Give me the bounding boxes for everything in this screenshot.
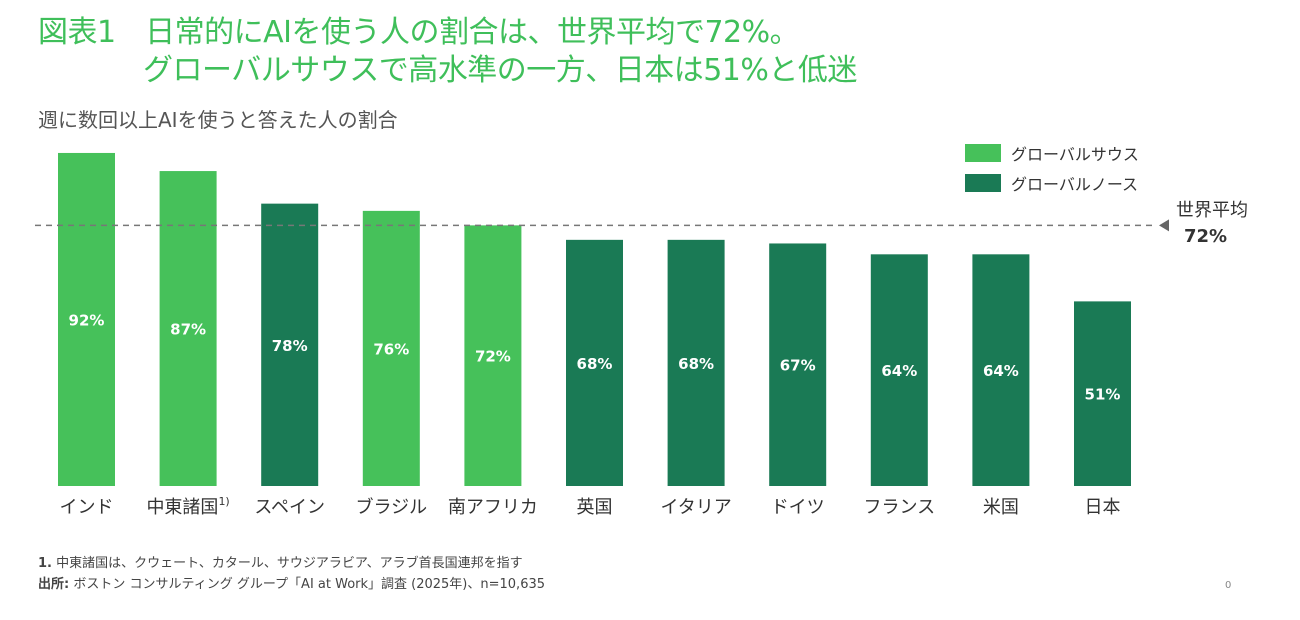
data-label: 78% <box>272 337 308 355</box>
legend-item-south: グローバルサウス <box>965 138 1139 168</box>
category-label: 南アフリカ <box>448 497 538 518</box>
data-label: 68% <box>678 355 714 373</box>
category-label: イタリア <box>660 497 731 518</box>
footnote-1-number: 1. <box>38 556 52 571</box>
legend-label-north: グローバルノース <box>1011 175 1139 194</box>
chart-subtitle: 週に数回以上AIを使うと答えた人の割合 <box>38 108 398 132</box>
bar <box>870 254 928 486</box>
data-label: 64% <box>881 362 917 380</box>
data-label: 67% <box>780 357 816 375</box>
bar <box>58 152 115 486</box>
data-label: 87% <box>170 321 206 339</box>
legend-item-north: グローバルノース <box>965 168 1139 198</box>
bar <box>159 171 217 486</box>
footnote-1-text: 中東諸国は、クウェート、カタール、サウジアラビア、アラブ首長国連邦を指す <box>56 556 523 571</box>
title-line-1: 図表1 日常的にAIを使う人の割合は、世界平均で72%。 <box>38 15 800 50</box>
category-label: ドイツ <box>771 497 825 518</box>
data-label: 64% <box>983 362 1019 380</box>
bar <box>972 254 1030 486</box>
data-label: 76% <box>373 340 409 358</box>
category-label: 日本 <box>1085 497 1121 518</box>
legend-label-south: グローバルサウス <box>1011 145 1139 164</box>
category-label: フランス <box>863 497 935 518</box>
footnote-1: 1. 中東諸国は、クウェート、カタール、サウジアラビア、アラブ首長国連邦を指す <box>38 553 545 574</box>
data-label: 51% <box>1085 386 1121 404</box>
source-text: ボストン コンサルティング グループ「AI at Work」調査 (2025年)… <box>73 577 546 592</box>
category-label: インド <box>60 497 114 518</box>
footnotes: 1. 中東諸国は、クウェート、カタール、サウジアラビア、アラブ首長国連邦を指す … <box>38 553 545 595</box>
chart-title: 図表1 日常的にAIを使う人の割合は、世界平均で72%。 グローバルサウスで高水… <box>38 14 857 90</box>
category-label: 中東諸国1) <box>146 495 229 518</box>
bar <box>362 210 420 486</box>
source-note: 出所: ボストン コンサルティング グループ「AI at Work」調査 (20… <box>38 574 545 595</box>
bar <box>1074 301 1131 486</box>
category-label: 米国 <box>983 497 1019 518</box>
data-label: 72% <box>475 348 511 366</box>
legend-swatch-south <box>965 144 1001 162</box>
title-line-2: グローバルサウスで高水準の一方、日本は51%と低迷 <box>143 53 857 88</box>
bar <box>769 243 827 486</box>
average-marker <box>1159 219 1169 232</box>
bar <box>566 239 623 486</box>
legend-swatch-north <box>965 174 1001 192</box>
data-label: 92% <box>69 311 105 329</box>
bar <box>667 239 725 486</box>
category-label: 英国 <box>577 497 613 518</box>
source-label: 出所: <box>38 577 70 592</box>
data-label: 68% <box>577 355 613 373</box>
average-value: 72% <box>1184 226 1228 247</box>
average-label-text: 世界平均 <box>1176 200 1248 221</box>
page-number: 0 <box>1225 580 1232 591</box>
footnote-marker: 1) <box>218 495 229 508</box>
category-label: スペイン <box>254 497 325 518</box>
bar <box>464 225 522 487</box>
bar <box>261 203 319 486</box>
average-label: 世界平均 72% <box>1176 198 1248 250</box>
category-label: ブラジル <box>355 496 427 518</box>
legend: グローバルサウス グローバルノース <box>965 138 1139 198</box>
